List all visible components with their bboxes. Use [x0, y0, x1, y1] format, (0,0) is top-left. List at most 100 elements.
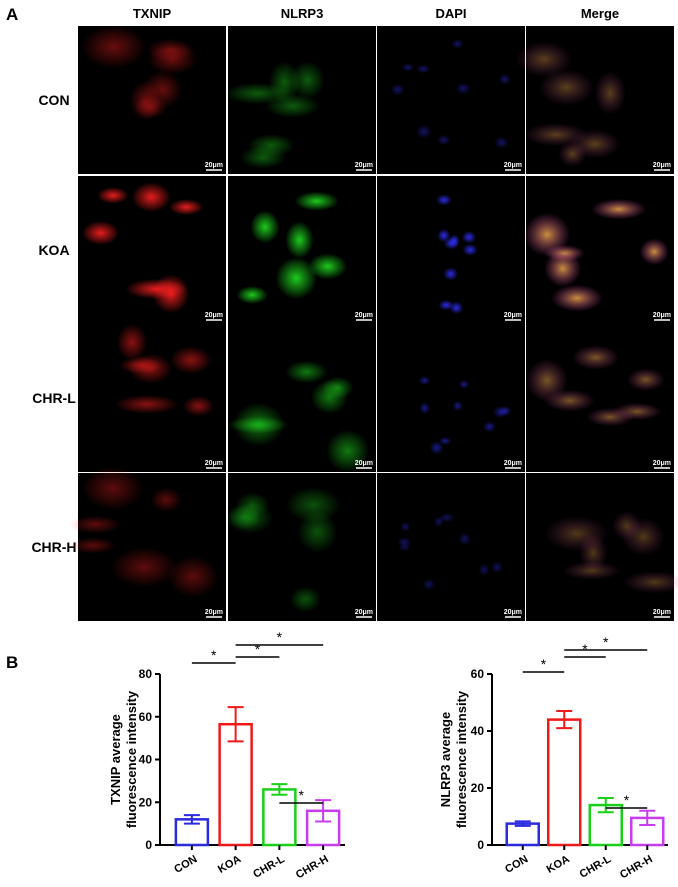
cell: [586, 407, 635, 427]
cell: [621, 517, 666, 556]
panel-label: A: [6, 5, 18, 24]
cell: [118, 356, 163, 374]
error-bar: [556, 710, 573, 730]
scale-bar-label: 20μm: [504, 312, 522, 319]
cell: [544, 515, 609, 552]
cell: [235, 492, 270, 518]
y-tick-label: 40: [139, 753, 153, 767]
scale-bar-label: 20μm: [355, 312, 373, 319]
significance-label: *: [624, 792, 630, 808]
micrograph: 20μm: [224, 26, 376, 174]
scale-bar-label: 20μm: [205, 460, 223, 467]
cell: [461, 230, 477, 244]
cell: [443, 237, 459, 250]
significance-label: *: [582, 641, 588, 657]
cell: [458, 532, 471, 546]
cell: [639, 238, 669, 266]
cell: [515, 41, 573, 77]
scale-bar-label: 20μm: [653, 162, 671, 169]
row-label: CHR-L: [32, 390, 76, 406]
micrograph: 20μm: [515, 26, 674, 174]
scale-bar-label: 20μm: [653, 460, 671, 467]
cell: [81, 220, 120, 246]
cell: [491, 561, 504, 574]
micrograph: 20μm: [526, 324, 674, 472]
panel-label: B: [6, 653, 18, 672]
cell: [482, 421, 497, 433]
x-tick-label: CON: [172, 853, 199, 876]
micrograph: 20μm: [377, 473, 525, 621]
cell: [591, 198, 647, 220]
micrograph: 20μm: [68, 466, 226, 621]
scale-bar-label: 20μm: [653, 312, 671, 319]
cell: [326, 429, 370, 473]
y-axis-label-line: fluorescence intensity: [454, 690, 469, 828]
row-label: CHR-H: [31, 539, 76, 555]
micrograph: 20μm: [225, 473, 376, 621]
micrograph: 20μm: [78, 323, 226, 472]
micrograph: 20μm: [377, 176, 525, 324]
cell: [451, 38, 464, 49]
error-bar: [227, 706, 244, 743]
cell: [68, 515, 122, 534]
scale-bar-label: 20μm: [504, 162, 522, 169]
error-bar: [597, 796, 614, 814]
row-label: KOA: [38, 242, 69, 258]
cell: [458, 379, 470, 389]
cell: [268, 61, 301, 104]
cell: [131, 182, 171, 212]
error-bar: [183, 814, 200, 825]
cell: [443, 267, 459, 281]
significance-label: *: [541, 656, 547, 672]
cell: [401, 63, 415, 72]
x-tick-label: CHR-H: [618, 853, 655, 881]
cell: [544, 250, 582, 287]
cell: [285, 221, 314, 259]
cell: [250, 210, 280, 244]
y-axis-label: TXNIP averagefluorescence intensity: [108, 690, 139, 828]
cell: [438, 436, 452, 446]
cell: [125, 278, 188, 300]
error-bar: [639, 809, 656, 827]
scale-bar-label: 20μm: [504, 460, 522, 467]
scale-bar-label: 20μm: [205, 162, 223, 169]
cell: [150, 487, 182, 513]
cell: [233, 402, 285, 446]
significance-label: *: [603, 634, 609, 650]
y-tick-label: 80: [139, 667, 153, 681]
micrograph: 20μm: [228, 176, 376, 324]
micrograph: 20μm: [526, 473, 678, 621]
x-tick-label: CON: [503, 853, 530, 876]
cell: [275, 257, 318, 300]
error-bar: [271, 783, 288, 796]
cell: [478, 563, 490, 576]
cell: [449, 301, 464, 315]
column-header: NLRP3: [281, 6, 324, 21]
cell: [390, 83, 405, 96]
x-tick-label: CHR-L: [578, 853, 614, 881]
column-header: Merge: [581, 6, 619, 21]
scale-bar-label: 20μm: [205, 609, 223, 616]
cell: [455, 82, 471, 95]
y-tick-label: 20: [139, 795, 153, 809]
scale-bar-label: 20μm: [504, 609, 522, 616]
cell: [182, 395, 215, 417]
y-axis-label-line: TXNIP average: [108, 714, 123, 805]
y-tick-label: 60: [471, 667, 485, 681]
cell: [544, 389, 596, 412]
cell: [538, 69, 595, 106]
cell: [523, 122, 588, 147]
significance-label: *: [211, 647, 217, 663]
cell: [415, 64, 431, 74]
cell: [452, 400, 464, 412]
y-axis-label-line: fluorescence intensity: [124, 690, 139, 828]
cell: [429, 441, 444, 455]
cell: [247, 134, 295, 157]
x-tick-label: KOA: [216, 853, 243, 876]
bar: [262, 788, 297, 847]
cell: [308, 253, 347, 280]
cell: [396, 537, 412, 546]
significance-label: *: [255, 641, 261, 657]
cell: [416, 124, 432, 139]
scale-bar-label: 20μm: [355, 460, 373, 467]
